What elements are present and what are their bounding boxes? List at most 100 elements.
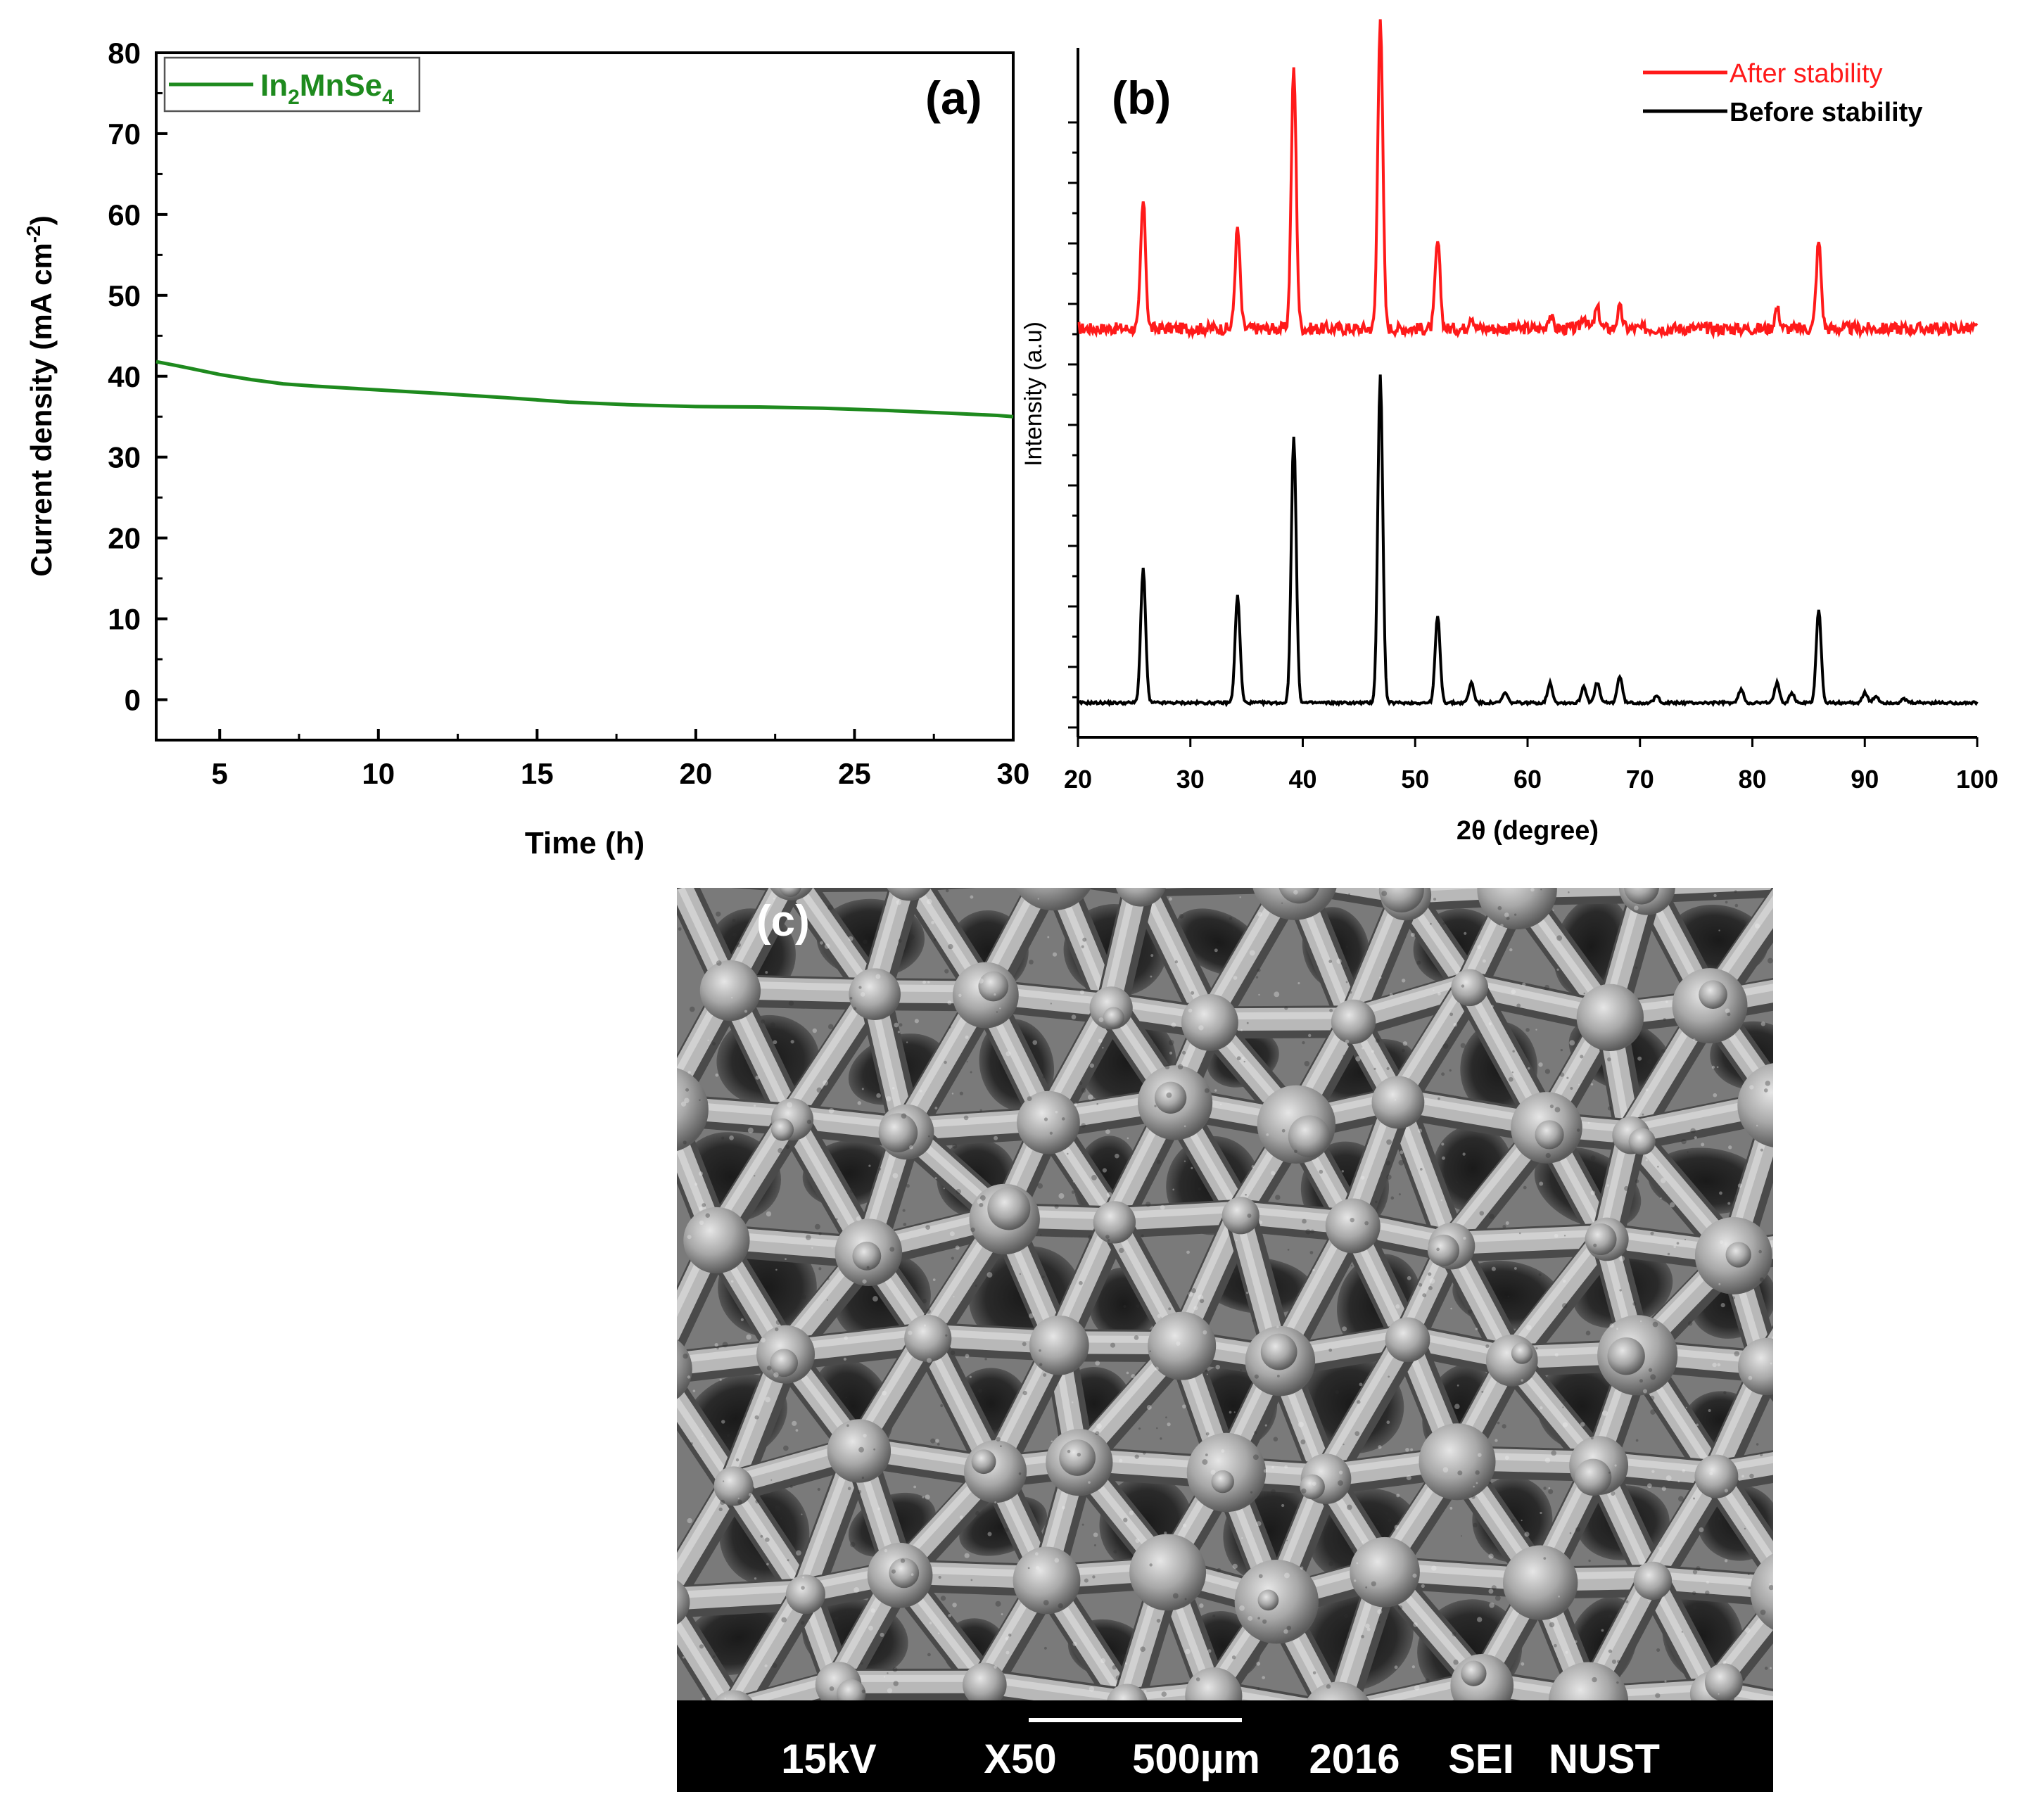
sem-grain xyxy=(1511,1071,1514,1074)
sem-grain xyxy=(952,1603,957,1608)
sem-grain xyxy=(1581,1625,1586,1630)
sem-grain xyxy=(1182,1050,1186,1055)
sem-grain xyxy=(1692,1605,1697,1610)
sem-nodule xyxy=(1574,1458,1612,1496)
sem-grain xyxy=(1665,1475,1672,1482)
sem-grain xyxy=(1401,979,1406,983)
sem-grain xyxy=(1257,1687,1260,1690)
sem-grain xyxy=(883,1676,886,1678)
sem-grain xyxy=(1522,982,1526,987)
sem-grain xyxy=(683,1140,687,1145)
sem-grain xyxy=(1119,1247,1124,1254)
sem-grain xyxy=(719,1378,722,1381)
sem-grain xyxy=(887,1672,889,1674)
sem-grain xyxy=(699,1207,703,1211)
sem-grain xyxy=(1543,1487,1547,1490)
sem-grain xyxy=(1758,1249,1762,1254)
sem-grain xyxy=(1442,1467,1449,1473)
sem-grain xyxy=(1677,1496,1684,1502)
sem-strut-highlight xyxy=(1390,977,1469,1100)
sem-grain xyxy=(866,1266,870,1269)
sem-grain xyxy=(1177,1064,1183,1070)
sem-grain xyxy=(975,1284,977,1287)
sem-grain xyxy=(1198,1025,1204,1031)
sem-grain xyxy=(1005,1051,1011,1057)
sem-grain xyxy=(922,1299,927,1304)
sem-grain xyxy=(891,1569,896,1574)
sem-grain xyxy=(716,1651,719,1655)
sem-nodule xyxy=(644,1105,675,1137)
sem-grain xyxy=(908,1330,913,1335)
sem-nodule xyxy=(1103,1007,1124,1029)
sem-grain xyxy=(1625,1600,1629,1604)
sem-grain xyxy=(923,1324,927,1327)
sem-grain xyxy=(1568,891,1570,893)
sem-grain xyxy=(977,1388,983,1394)
sem-grain xyxy=(818,1267,822,1271)
sem-grain xyxy=(1699,1527,1704,1533)
sem-grain xyxy=(1429,922,1432,925)
sem-grain xyxy=(1167,1422,1171,1427)
sem-grain xyxy=(1312,1482,1316,1486)
sem-grain xyxy=(1491,1005,1494,1008)
sem-voltage: 15kV xyxy=(781,1736,877,1782)
sem-grain xyxy=(1734,903,1739,908)
sem-grain xyxy=(1207,1649,1212,1653)
sem-grain xyxy=(913,1485,917,1489)
sem-grain xyxy=(1232,927,1237,931)
sem-grain xyxy=(1747,1573,1750,1575)
sem-grain xyxy=(845,1610,849,1613)
sem-grain xyxy=(1646,1483,1652,1489)
sem-grain xyxy=(1098,1017,1104,1023)
sem-grain xyxy=(1240,1029,1243,1031)
sem-grain xyxy=(1606,1184,1609,1187)
sem-grain xyxy=(1326,1684,1331,1689)
sem-grain xyxy=(1416,960,1421,965)
sem-strut xyxy=(789,872,907,873)
sem-grain xyxy=(853,1587,860,1593)
sem-grain xyxy=(1648,1368,1653,1373)
sem-grain xyxy=(1008,1633,1012,1637)
sem-grain xyxy=(1054,1558,1060,1563)
sem-grain xyxy=(1709,1471,1713,1476)
a-y-tick-label-6: 60 xyxy=(108,198,141,231)
sem-grain xyxy=(1607,1057,1611,1062)
sem-grain xyxy=(1304,1061,1310,1067)
sem-nodule xyxy=(1628,1128,1656,1155)
sem-grain xyxy=(1563,1235,1566,1237)
sem-grain xyxy=(1214,1089,1217,1092)
sem-grain xyxy=(1474,925,1477,927)
sem-grain xyxy=(1609,1323,1614,1328)
a-x-tick-label-0: 5 xyxy=(212,757,228,790)
sem-grain xyxy=(844,1336,848,1340)
sem-node xyxy=(1331,999,1376,1044)
panel-b-x-axis-title: 2θ (degree) xyxy=(1457,816,1599,846)
sem-grain xyxy=(1096,1423,1102,1430)
a-y-tick-label-5: 50 xyxy=(108,279,141,312)
sem-grain xyxy=(999,1007,1001,1010)
sem-nodule xyxy=(987,1187,1031,1230)
sem-strut xyxy=(671,865,789,873)
sem-grain xyxy=(1156,1618,1161,1623)
sem-grain xyxy=(774,1505,780,1511)
sem-grain xyxy=(828,1108,835,1114)
sem-grain xyxy=(1741,1475,1744,1478)
sem-grain xyxy=(1497,905,1502,910)
sem-strut xyxy=(1438,1225,1616,1255)
sem-grain xyxy=(1174,960,1179,964)
sem-magnification: X50 xyxy=(984,1736,1056,1782)
sem-grain xyxy=(1407,1275,1411,1280)
sem-grain xyxy=(1639,1320,1642,1323)
sem-grain xyxy=(1345,946,1348,948)
sem-node xyxy=(1107,1684,1148,1700)
sem-grain xyxy=(683,1354,688,1359)
sem-grain xyxy=(937,1443,940,1446)
sem-grain xyxy=(1396,1494,1400,1498)
sem-strut-shadow xyxy=(1796,880,1822,986)
sem-grain xyxy=(1525,1028,1530,1032)
sem-grain xyxy=(1428,1285,1433,1290)
sem-grain xyxy=(1563,1279,1566,1283)
sem-nodule xyxy=(1300,1474,1325,1500)
sem-grain xyxy=(1091,1174,1097,1181)
sem-grain xyxy=(970,1227,975,1233)
